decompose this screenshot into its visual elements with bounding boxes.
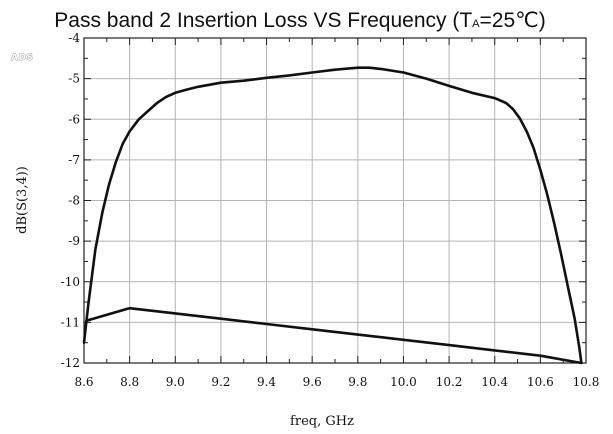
chart-title-tail: =25℃) <box>480 9 546 32</box>
x-tick-label: 9.0 <box>166 375 185 389</box>
series-line <box>82 66 583 365</box>
x-tick-label: 9.4 <box>257 375 276 389</box>
x-tick-label: 8.6 <box>74 375 93 389</box>
x-tick-label: 10.4 <box>481 375 508 389</box>
grid-lines <box>84 38 586 363</box>
series-layer <box>82 66 583 365</box>
y-tick-label: -7 <box>68 153 80 167</box>
y-tick-label: -6 <box>68 112 80 126</box>
tick-labels: 8.6 8.8 9.0 9.2 9.4 9.6 9.8 10.0 10.2 10.4 10.6 10.… <box>61 31 600 389</box>
chart-title: Pass band 2 Insertion Loss VS Frequency … <box>54 9 545 32</box>
y-axis-label: dB(S(3,4)) <box>15 166 30 234</box>
y-tick-label: -12 <box>61 356 80 370</box>
chart-title-main: Pass band 2 Insertion Loss VS Frequency … <box>54 9 472 32</box>
x-tick-label: 10.2 <box>436 375 463 389</box>
x-tick-label: 10.0 <box>390 375 417 389</box>
y-tick-label: -5 <box>68 72 80 86</box>
y-tick-label: -10 <box>61 275 80 289</box>
x-tick-label: 9.2 <box>211 375 230 389</box>
x-tick-label: 8.8 <box>120 375 139 389</box>
chart-title-subscript: A <box>472 18 480 30</box>
ads-badge: ADS <box>11 53 33 63</box>
x-axis-label: freq, GHz <box>290 414 354 429</box>
y-tick-label: -11 <box>61 315 80 329</box>
x-tick-label: 9.6 <box>303 375 322 389</box>
x-tick-label: 10.8 <box>573 375 600 389</box>
x-tick-label: 10.6 <box>527 375 554 389</box>
y-tick-label: -8 <box>68 194 80 208</box>
y-tick-label: -9 <box>68 234 80 248</box>
y-tick-label: -4 <box>68 31 80 45</box>
x-tick-label: 9.8 <box>348 375 367 389</box>
